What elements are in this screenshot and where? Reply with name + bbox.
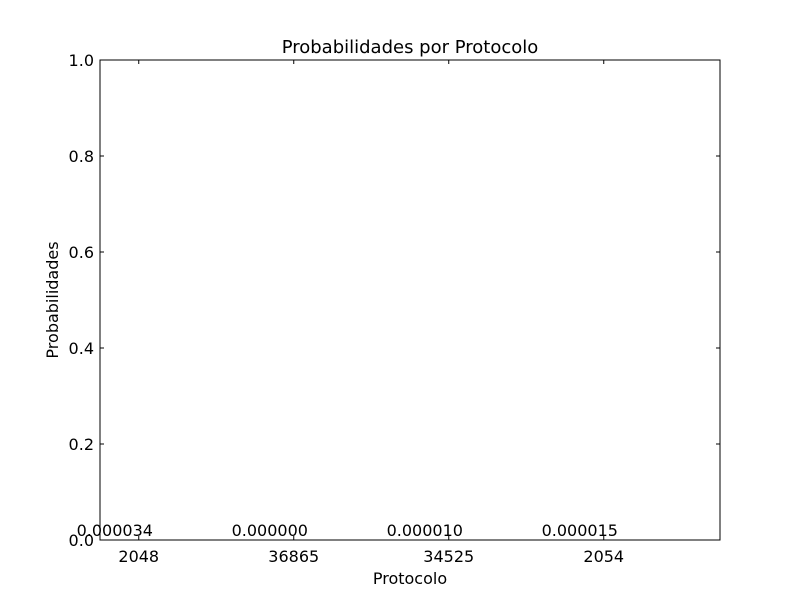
ticks-layer: 2048 36865 34525 2054 0.0 0.2 0.4 0.6 0.8 1.0 (69, 51, 720, 566)
y-tick-label: 0.0 (69, 531, 94, 550)
y-tick-label: 1.0 (69, 51, 94, 70)
data-labels-layer: 0.000034 0.000000 0.000010 0.000015 (77, 521, 618, 540)
y-tick-label: 0.8 (69, 147, 94, 166)
y-tick-label: 0.6 (69, 243, 94, 262)
y-axis-label: Probabilidades (43, 241, 62, 358)
x-axis-label: Protocolo (373, 569, 447, 588)
x-tick-label: 2048 (118, 547, 159, 566)
y-tick-label: 0.2 (69, 435, 94, 454)
x-tick-label: 34525 (423, 547, 474, 566)
y-tick-label: 0.4 (69, 339, 94, 358)
chart-title: Probabilidades por Protocolo (282, 37, 539, 58)
x-tick-label: 2054 (583, 547, 624, 566)
data-label: 0.000000 (232, 521, 308, 540)
data-label: 0.000034 (77, 521, 153, 540)
plot-frame (99, 59, 721, 541)
data-label: 0.000015 (542, 521, 618, 540)
data-label: 0.000010 (387, 521, 463, 540)
x-tick-label: 36865 (268, 547, 319, 566)
